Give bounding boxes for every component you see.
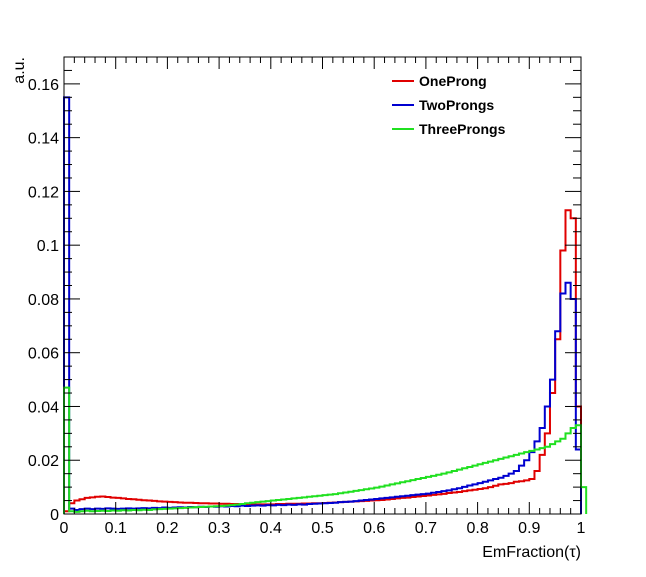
legend-label: TwoProngs: [419, 97, 494, 113]
x-tick-label: 0.1: [105, 520, 127, 537]
y-axis-title: a.u.: [11, 57, 28, 84]
y-tick-label: 0.02: [28, 453, 59, 470]
x-tick-label: 0.8: [466, 520, 488, 537]
x-tick-label: 0: [60, 520, 69, 537]
legend-label: OneProng: [419, 73, 487, 89]
x-tick-label: 0.4: [260, 520, 282, 537]
x-tick-label: 0.9: [518, 520, 540, 537]
y-tick-label: 0.08: [28, 292, 59, 309]
x-tick-label: 0.6: [363, 520, 385, 537]
x-axis-title: EmFraction(τ): [482, 544, 581, 561]
legend-item: ThreeProngs: [392, 121, 506, 137]
x-tick-label: 0.3: [208, 520, 230, 537]
y-tick-label: 0.16: [28, 77, 59, 94]
legend-label: ThreeProngs: [419, 121, 506, 137]
y-tick-label: 0.06: [28, 346, 59, 363]
x-axis: 0 0.1 0.2 0.3 0.4 0.5 0.6 0.7 0.8 0.9 1: [60, 57, 586, 537]
y-axis: 0 0.02 0.04 0.06 0.08 0.1 0.12 0.14 0.16: [28, 56, 581, 524]
y-tick-label: 0.14: [28, 131, 59, 148]
legend: OneProng TwoProngs ThreeProngs: [392, 73, 506, 137]
x-tick-label: 0.5: [311, 520, 333, 537]
legend-item: OneProng: [392, 73, 487, 89]
x-tick-label: 0.2: [156, 520, 178, 537]
y-tick-label: 0.12: [28, 184, 59, 201]
series-threeprongs-histogram: [63, 386, 588, 514]
x-tick-label: 0.7: [415, 520, 437, 537]
y-tick-label: 0.1: [37, 238, 59, 255]
legend-item: TwoProngs: [392, 97, 494, 113]
y-tick-label: 0: [50, 507, 59, 524]
x-tick-label: 1: [577, 520, 586, 537]
y-tick-label: 0.04: [28, 399, 59, 416]
